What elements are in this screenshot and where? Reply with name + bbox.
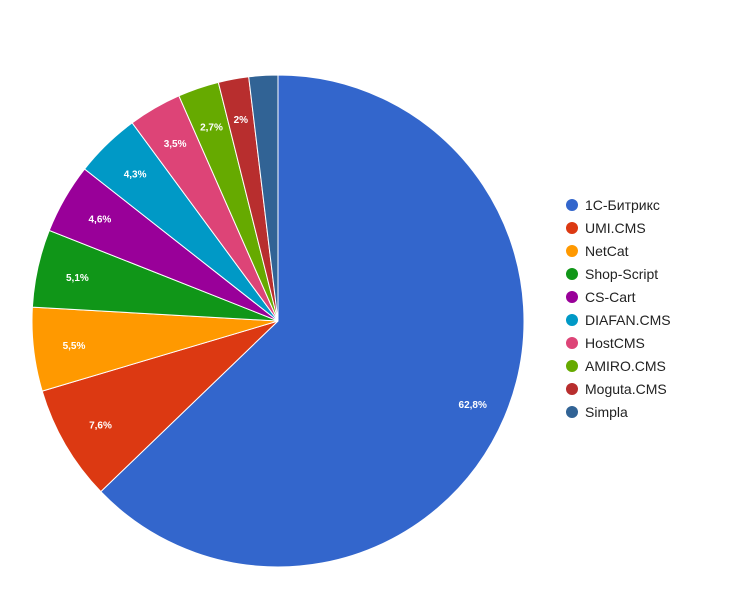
legend-label: 1С-Битрикс [585, 197, 660, 213]
legend-label: CS-Cart [585, 289, 636, 305]
legend-swatch [566, 268, 578, 280]
slice-data-label: 2,7% [200, 123, 223, 134]
legend-item[interactable]: HostCMS [566, 335, 645, 351]
legend-item[interactable]: DIAFAN.CMS [566, 312, 671, 328]
pie-slice[interactable] [248, 74, 279, 322]
legend-swatch [566, 337, 578, 349]
legend: 1С-Битрикс UMI.CMS NetCat Shop-Script CS-Car… [566, 197, 671, 420]
legend-label: Simpla [585, 404, 628, 420]
pie-slice[interactable] [41, 320, 279, 493]
legend-item[interactable]: Simpla [566, 404, 628, 420]
legend-item[interactable]: CS-Cart [566, 289, 636, 305]
slice-data-label: 62,8% [459, 400, 487, 411]
legend-swatch [566, 222, 578, 234]
slice-data-label: 3,5% [164, 139, 187, 150]
legend-label: NetCat [585, 243, 629, 259]
legend-label: AMIRO.CMS [585, 358, 666, 374]
pie-slices [31, 74, 525, 568]
legend-item[interactable]: Shop-Script [566, 266, 658, 282]
legend-item[interactable]: 1С-Битрикс [566, 197, 660, 213]
slice-data-label: 5,1% [66, 273, 89, 284]
legend-swatch [566, 245, 578, 257]
slice-data-label: 4,6% [89, 215, 112, 226]
legend-swatch [566, 291, 578, 303]
legend-label: Moguta.CMS [585, 381, 667, 397]
pie-slice[interactable] [100, 74, 525, 568]
legend-label: HostCMS [585, 335, 645, 351]
slice-data-label: 5,5% [63, 341, 86, 352]
pie-slice-labels: 62,8% 7,6% 5,5% 5,1% 4,6% 4,3% 3,5% 2,7% 2% [63, 115, 487, 431]
legend-label: Shop-Script [585, 266, 658, 282]
slice-data-label: 2% [234, 115, 249, 126]
legend-label: DIAFAN.CMS [585, 312, 671, 328]
legend-swatch [566, 314, 578, 326]
legend-swatch [566, 406, 578, 418]
legend-item[interactable]: Moguta.CMS [566, 381, 667, 397]
legend-swatch [566, 199, 578, 211]
legend-item[interactable]: UMI.CMS [566, 220, 646, 236]
legend-label: UMI.CMS [585, 220, 646, 236]
legend-swatch [566, 360, 578, 372]
legend-item[interactable]: AMIRO.CMS [566, 358, 666, 374]
slice-data-label: 4,3% [124, 170, 147, 181]
legend-item[interactable]: NetCat [566, 243, 629, 259]
legend-swatch [566, 383, 578, 395]
slice-data-label: 7,6% [89, 420, 112, 431]
